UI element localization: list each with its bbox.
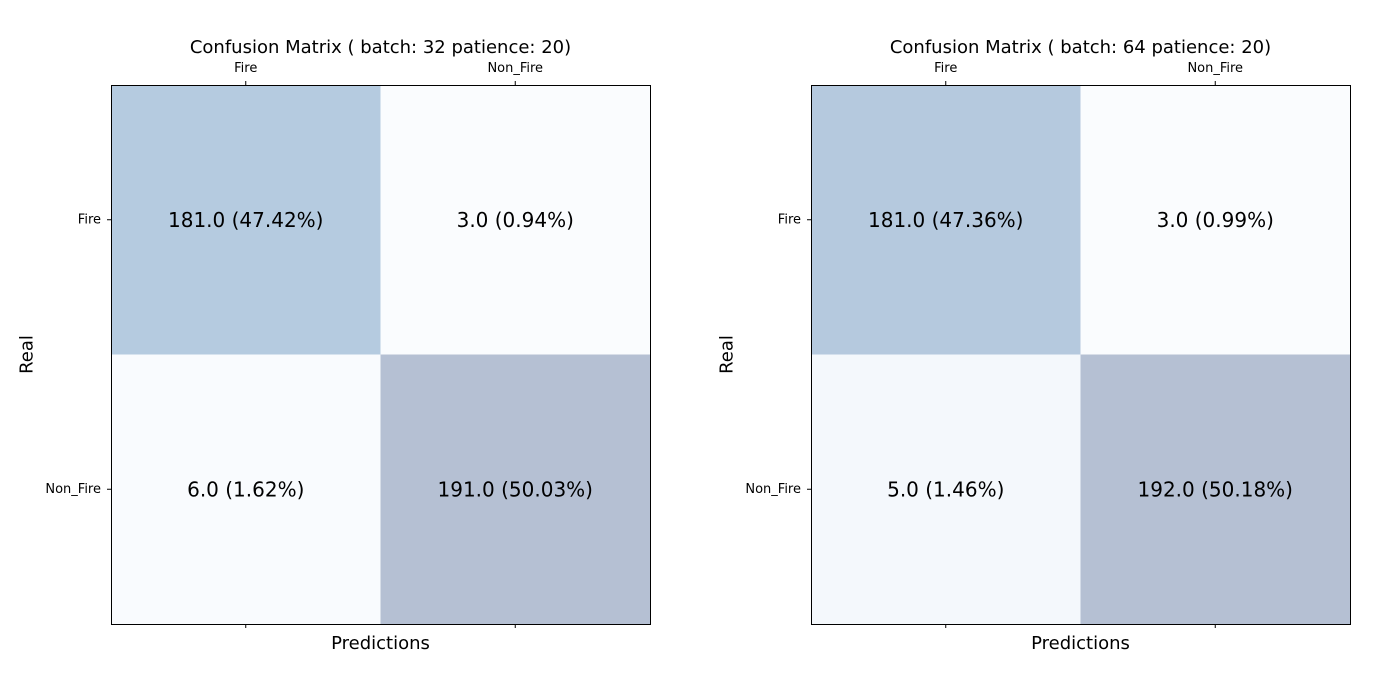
cell-value-label: 5.0 (1.46%) [887,477,1004,501]
cell-value-label: 191.0 (50.03%) [438,477,593,501]
y-tick-label: Fire [78,212,101,227]
chart-title: Confusion Matrix ( batch: 32 patience: 2… [190,37,571,58]
matrix-cell [380,85,650,355]
confusion-matrix-1: 181.0 (47.42%) 3.0 (0.94%) 6.0 (1.62%) 191.… [17,37,651,654]
matrix-cell [380,354,650,624]
matrix-cell [1080,354,1350,624]
y-tick-label: Non_Fire [45,482,101,497]
x-tick-label: Non_Fire [487,61,543,76]
cell-value-label: 181.0 (47.42%) [168,208,323,232]
matrix-cell [1080,85,1350,355]
x-tick-label: Fire [234,61,257,76]
chart-title: Confusion Matrix ( batch: 64 patience: 2… [890,37,1271,58]
x-tick-label: Fire [934,61,957,76]
cell-value-label: 3.0 (0.99%) [1157,208,1274,232]
x-axis-label: Predictions [1031,633,1130,654]
y-tick-label: Non_Fire [745,482,801,497]
plot-frame [111,85,651,625]
matrix-cell [811,85,1081,355]
y-tick-label: Fire [778,212,801,227]
cell-value-label: 181.0 (47.36%) [868,208,1023,232]
cell-value-label: 192.0 (50.18%) [1138,477,1293,501]
cell-value-label: 6.0 (1.62%) [187,477,304,501]
matrix-cell [811,354,1081,624]
x-axis-label: Predictions [331,633,430,654]
matrix-cell [111,354,381,624]
confusion-matrix-2: 181.0 (47.36%) 3.0 (0.99%) 5.0 (1.46%) 192.… [717,37,1351,654]
matrix-cell [111,85,381,355]
y-axis-label: Real [17,335,38,374]
y-axis-label: Real [717,335,738,374]
x-tick-label: Non_Fire [1187,61,1243,76]
cell-value-label: 3.0 (0.94%) [457,208,574,232]
plot-frame [811,85,1351,625]
